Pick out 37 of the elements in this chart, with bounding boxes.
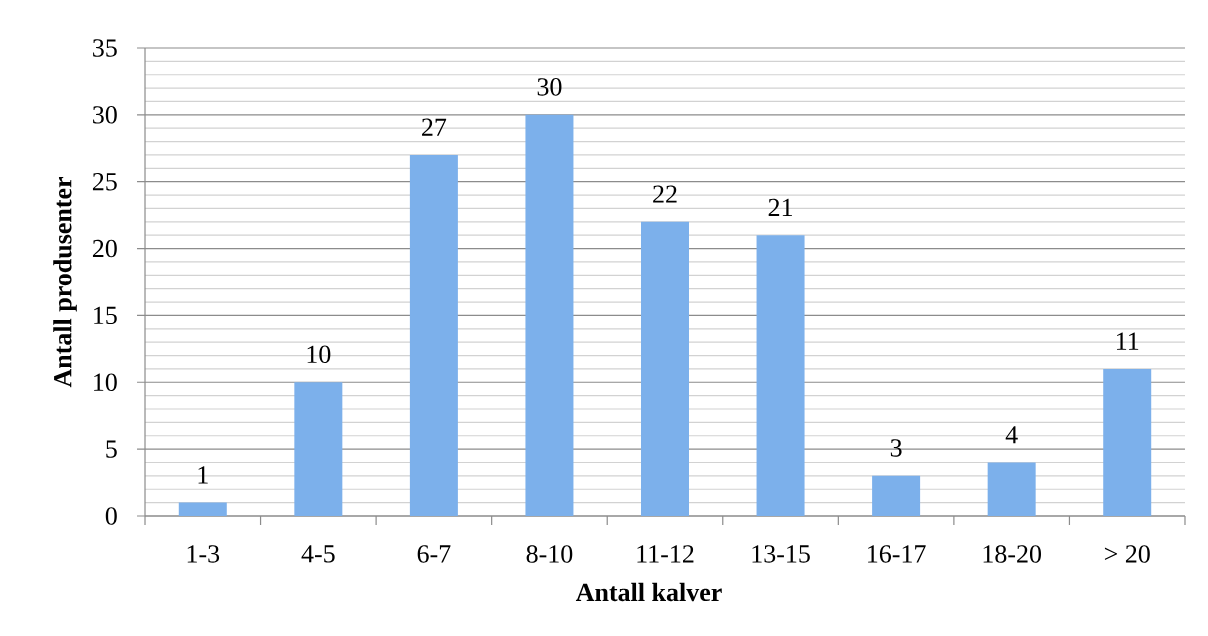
data-label: 10 [307, 345, 331, 364]
x-tick-label: 1-3 [187, 545, 220, 563]
y-tick-label: 30 [93, 106, 117, 124]
y-tick-label: 10 [94, 373, 117, 392]
x-tick-label: > 20 [1104, 545, 1150, 563]
x-tick-label: 13-15 [752, 545, 810, 563]
y-axis-title: Antall produsenter [53, 176, 77, 388]
data-label: 1 [198, 466, 208, 484]
bar [872, 475, 921, 516]
data-label: 27 [422, 118, 447, 136]
bar [1103, 368, 1152, 516]
data-label: 22 [653, 185, 677, 203]
bar [294, 382, 343, 516]
bar [409, 154, 458, 516]
x-tick-label: 4-5 [301, 545, 335, 563]
data-label: 30 [537, 78, 562, 96]
y-tick-label: 35 [93, 39, 117, 57]
y-tick-label: 15 [94, 306, 117, 325]
y-tick-label: 5 [106, 440, 117, 458]
x-tick-label: 16-17 [868, 545, 926, 563]
data-label: 11 [1116, 332, 1139, 350]
x-axis-title: Antall kalver [575, 582, 722, 602]
data-label: 3 [890, 439, 902, 457]
x-tick-label: 18-20 [983, 545, 1041, 563]
x-tick-label: 11-12 [637, 545, 694, 563]
x-tick-label: 8-10 [526, 545, 573, 563]
bar [756, 235, 805, 516]
x-tick-label: 6-7 [417, 545, 451, 563]
bar [641, 221, 689, 516]
y-tick-label: 20 [92, 239, 117, 258]
bar [525, 114, 574, 516]
y-tick-label: 0 [105, 507, 117, 525]
bar [178, 502, 227, 516]
bar [987, 462, 1036, 516]
data-label: 21 [768, 198, 792, 216]
data-label: 4 [1005, 426, 1018, 444]
y-tick-label: 25 [92, 172, 117, 191]
